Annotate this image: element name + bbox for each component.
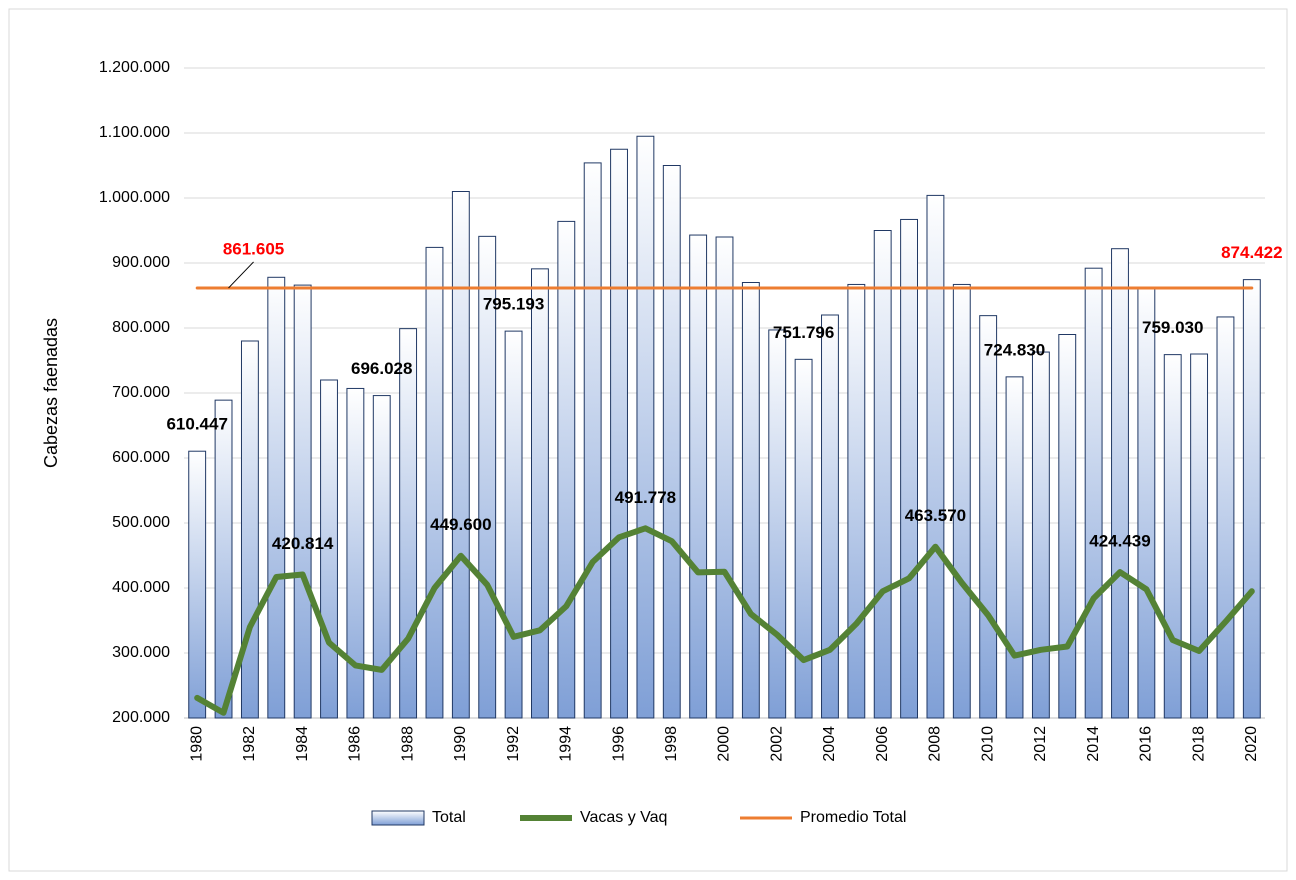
x-tick-label: 1992 bbox=[505, 726, 522, 762]
x-tick-label: 2018 bbox=[1190, 726, 1207, 762]
bar bbox=[188, 450, 207, 719]
data-label: 795.193 bbox=[483, 295, 544, 314]
y-tick-label: 500.000 bbox=[112, 514, 170, 531]
legend-label: Vacas y Vaq bbox=[580, 809, 667, 826]
bar bbox=[794, 358, 813, 719]
bar bbox=[1137, 286, 1156, 719]
data-label: 874.422 bbox=[1221, 243, 1282, 262]
bar bbox=[399, 328, 418, 719]
data-label: 610.447 bbox=[166, 415, 227, 434]
y-tick-label: 1.000.000 bbox=[99, 189, 170, 206]
data-label: 751.796 bbox=[773, 323, 834, 342]
bar bbox=[372, 395, 391, 719]
bar bbox=[689, 234, 708, 719]
data-label: 491.778 bbox=[615, 488, 676, 507]
bar bbox=[979, 315, 998, 719]
bar bbox=[293, 284, 312, 719]
bar bbox=[451, 191, 470, 719]
bar bbox=[583, 162, 602, 719]
bar bbox=[926, 194, 945, 719]
y-tick-label: 600.000 bbox=[112, 449, 170, 466]
y-tick-label: 700.000 bbox=[112, 384, 170, 401]
bar bbox=[346, 387, 365, 719]
y-tick-label: 900.000 bbox=[112, 254, 170, 271]
x-tick-label: 2010 bbox=[979, 726, 996, 762]
x-tick-label: 1996 bbox=[610, 726, 627, 762]
bar bbox=[240, 340, 259, 719]
bar bbox=[425, 246, 444, 719]
x-tick-label: 2020 bbox=[1243, 726, 1260, 762]
bar bbox=[662, 165, 681, 719]
bar bbox=[768, 329, 787, 719]
bar bbox=[504, 330, 523, 719]
bar bbox=[715, 236, 734, 719]
y-tick-label: 400.000 bbox=[112, 579, 170, 596]
data-label: 861.605 bbox=[223, 239, 284, 258]
y-tick-label: 800.000 bbox=[112, 319, 170, 336]
bar bbox=[1242, 279, 1261, 719]
y-tick-label: 300.000 bbox=[112, 644, 170, 661]
x-tick-label: 2002 bbox=[768, 726, 785, 762]
x-tick-label: 1980 bbox=[188, 726, 205, 762]
x-tick-label: 1986 bbox=[347, 726, 364, 762]
data-label: 759.030 bbox=[1142, 318, 1203, 337]
x-tick-label: 1982 bbox=[241, 726, 258, 762]
bar bbox=[847, 283, 866, 719]
y-tick-label: 1.200.000 bbox=[99, 59, 170, 76]
label-leader bbox=[228, 261, 254, 289]
x-tick-label: 2014 bbox=[1085, 726, 1102, 762]
bar bbox=[1084, 267, 1103, 719]
legend-label: Promedio Total bbox=[800, 809, 906, 826]
data-label: 424.439 bbox=[1089, 532, 1150, 551]
legend-label: Total bbox=[432, 809, 466, 826]
bar bbox=[1216, 316, 1235, 719]
x-tick-label: 1988 bbox=[399, 726, 416, 762]
y-tick-label: 200.000 bbox=[112, 709, 170, 726]
data-label: 420.814 bbox=[272, 534, 334, 553]
bar bbox=[1058, 334, 1077, 719]
bar bbox=[900, 218, 918, 719]
bar bbox=[821, 314, 839, 719]
bar bbox=[741, 282, 760, 719]
y-axis-title: Cabezas faenadas bbox=[41, 318, 61, 468]
bar bbox=[531, 268, 549, 719]
legend-swatch bbox=[371, 810, 425, 826]
bar bbox=[214, 399, 233, 719]
bar bbox=[873, 230, 892, 719]
x-tick-label: 1990 bbox=[452, 726, 469, 762]
data-label: 696.028 bbox=[351, 359, 412, 378]
x-tick-label: 2016 bbox=[1138, 726, 1155, 762]
bar bbox=[1005, 376, 1024, 719]
x-tick-label: 2000 bbox=[716, 726, 733, 762]
x-tick-label: 1984 bbox=[294, 726, 311, 762]
x-tick-label: 1998 bbox=[663, 726, 680, 762]
bar bbox=[610, 148, 628, 719]
x-tick-label: 2006 bbox=[874, 726, 891, 762]
bar bbox=[267, 276, 286, 719]
data-label: 463.570 bbox=[905, 506, 966, 525]
x-tick-label: 2004 bbox=[821, 726, 838, 762]
bar bbox=[1031, 351, 1050, 719]
y-tick-label: 1.100.000 bbox=[99, 124, 170, 141]
x-tick-label: 2012 bbox=[1032, 726, 1049, 762]
bar bbox=[1111, 248, 1129, 719]
bar bbox=[1190, 353, 1209, 719]
data-label: 724.830 bbox=[984, 340, 1045, 359]
bar bbox=[557, 220, 576, 719]
x-tick-label: 2008 bbox=[927, 726, 944, 762]
bar bbox=[952, 283, 971, 719]
bar bbox=[1163, 354, 1182, 719]
line-series bbox=[194, 525, 1255, 716]
data-label: 449.600 bbox=[430, 515, 491, 534]
x-tick-label: 1994 bbox=[558, 726, 575, 762]
bar bbox=[636, 135, 655, 719]
